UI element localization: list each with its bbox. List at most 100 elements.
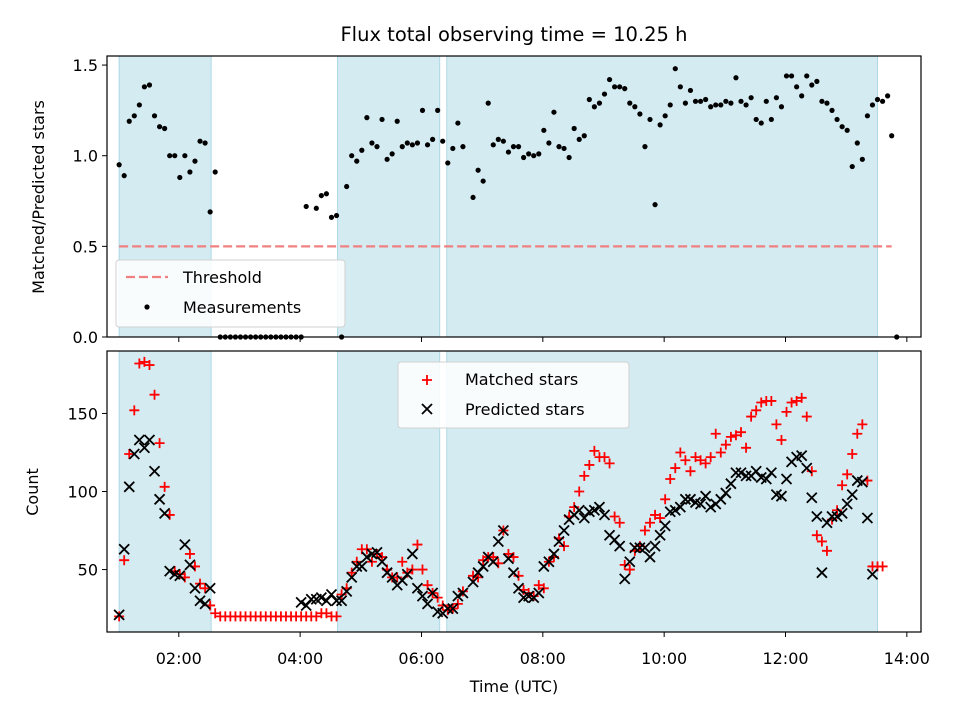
measurement-point (536, 151, 542, 157)
measurement-point (703, 96, 709, 103)
measurement-point (333, 212, 340, 219)
measurement-point (404, 140, 410, 146)
predicted-star-point (406, 548, 419, 560)
matched-star-point (584, 459, 595, 470)
predicted-star-point (204, 582, 216, 594)
measurement-point (146, 82, 153, 88)
predicted-star-point (639, 542, 651, 554)
predicted-star-point (164, 565, 176, 577)
predicted-star-point (780, 473, 793, 485)
predicted-star-point (588, 504, 601, 516)
measurement-point (384, 156, 390, 162)
matched-star-point (786, 397, 797, 408)
top-panel: 0.0 0.5 1.0 1.5 Threshold Measurements (73, 55, 922, 347)
predicted-star-point (346, 571, 358, 583)
bottom-axes-frame (106, 350, 922, 633)
predicted-star-point (452, 590, 464, 602)
matched-star-point (533, 580, 544, 591)
matched-star-point (791, 395, 802, 406)
measurement-point (687, 87, 694, 94)
measurement-point (344, 183, 350, 190)
measurement-point (667, 102, 673, 108)
matched-star-point (200, 583, 211, 594)
matched-star-point (528, 591, 539, 602)
measurement-point (546, 140, 552, 146)
measurement-point (303, 203, 309, 210)
predicted-star-point (679, 493, 692, 505)
measurement-point (374, 144, 380, 150)
matched-star-point (695, 455, 706, 466)
measurement-point (212, 169, 218, 175)
measurement-point (778, 104, 785, 110)
predicted-star-point (184, 559, 196, 571)
measurement-point (126, 118, 132, 124)
matched-star-point (321, 608, 332, 619)
matched-star-point (715, 447, 726, 458)
matched-star-point (574, 486, 585, 497)
predicted-star-point (507, 567, 520, 579)
matched-star-point (174, 569, 185, 580)
measurement-point (839, 124, 845, 130)
predicted-star-point (826, 510, 838, 523)
chart-title: Flux total observing time = 10.25 h (340, 23, 687, 46)
measurement-point (556, 144, 562, 150)
predicted-star-point (573, 504, 585, 516)
measurement-point (748, 95, 754, 101)
matched-star-point (710, 428, 721, 439)
predicted-star-point (356, 560, 368, 573)
measurement-point (151, 113, 158, 119)
predicted-star-point (315, 592, 328, 604)
matched-star-point (730, 430, 741, 441)
predicted-star-point (447, 602, 459, 615)
measurement-point (541, 127, 547, 133)
measurement-point (172, 153, 178, 159)
matched-star-point (579, 470, 590, 481)
matched-star-point (609, 511, 620, 522)
top-ytick-label: 0.5 (73, 237, 98, 256)
predicted-star-point (153, 493, 166, 505)
predicted-star-point (341, 585, 353, 598)
predicted-star-point (376, 556, 388, 568)
measurement-point (445, 160, 451, 166)
top-ylabel: Matched/Predicted stars (29, 100, 48, 294)
matched-star-point (139, 356, 150, 367)
matched-star-point (690, 452, 701, 463)
predicted-star-point (619, 573, 631, 585)
legend-measurements-label: Measurements (183, 298, 301, 317)
predicted-star-point (740, 470, 752, 482)
measurement-point (854, 140, 860, 146)
measurement-point (591, 104, 597, 110)
matched-star-point (660, 494, 671, 505)
measurement-point (879, 98, 886, 104)
measurement-point (116, 162, 122, 168)
measurement-point (672, 66, 678, 72)
matched-star-point (149, 389, 160, 400)
legend-predicted-swatch (421, 403, 433, 415)
measurement-point (814, 78, 820, 84)
predicted-star-point (694, 498, 707, 510)
measurement-point (470, 194, 476, 201)
measurement-point (571, 125, 577, 132)
bottom-panel: 50 100 150 02:00 04:00 06:00 08:00 10:00 12:00 14… (67, 350, 930, 668)
bottom-ylabel: Count (23, 468, 42, 516)
predicted-star-point (113, 609, 125, 621)
measurement-point (809, 82, 815, 88)
top-shaded-interval (446, 55, 879, 338)
bottom-xtick-label: 14:00 (884, 649, 930, 668)
matched-star-point (468, 570, 479, 581)
predicted-star-point (629, 542, 641, 554)
matched-star-point (604, 458, 615, 469)
matched-star-point (725, 431, 736, 442)
measurement-point (859, 156, 865, 162)
top-ytick-label: 1.5 (73, 56, 98, 75)
matched-star-point (811, 530, 822, 541)
measurement-point (632, 104, 638, 110)
matched-star-point (685, 466, 696, 477)
predicted-star-point (335, 595, 348, 607)
measurement-point (622, 86, 628, 92)
measurement-point (419, 107, 426, 113)
predicted-star-point (305, 593, 317, 605)
matched-star-point (781, 406, 792, 417)
bottom-legend-box (397, 361, 630, 429)
top-legend: Threshold Measurements (115, 259, 346, 328)
